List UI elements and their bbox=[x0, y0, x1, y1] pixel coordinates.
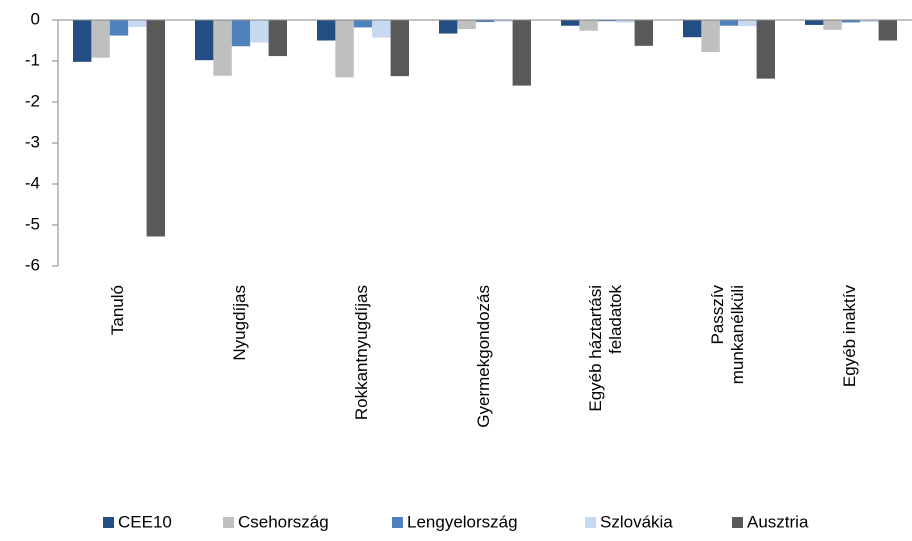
x-tick-label: Nyugdíjas bbox=[230, 285, 249, 361]
bar bbox=[738, 20, 757, 27]
bar bbox=[841, 20, 861, 23]
bar bbox=[512, 20, 531, 86]
bar bbox=[73, 20, 92, 62]
legend-label: Szlovákia bbox=[600, 512, 673, 531]
x-tick-label: Egyéb inaktív bbox=[840, 285, 859, 388]
legend-label: Csehország bbox=[238, 512, 329, 531]
x-tick-label: Passzívmunkanélküli bbox=[708, 285, 747, 385]
bar bbox=[823, 20, 842, 30]
y-tick-label: -5 bbox=[25, 214, 40, 233]
bar bbox=[561, 20, 580, 26]
bar bbox=[457, 20, 476, 30]
bar bbox=[317, 20, 336, 41]
bar bbox=[91, 20, 110, 58]
bar bbox=[719, 20, 739, 26]
bar bbox=[597, 20, 617, 22]
legend-swatch bbox=[585, 517, 596, 528]
y-tick-label: -3 bbox=[25, 132, 40, 151]
bar bbox=[146, 20, 165, 237]
bar bbox=[579, 20, 598, 31]
bar bbox=[475, 20, 495, 23]
bar bbox=[128, 20, 147, 27]
bar bbox=[805, 20, 824, 25]
legend-swatch bbox=[103, 517, 114, 528]
bar bbox=[878, 20, 897, 41]
bar bbox=[701, 20, 720, 52]
legend-label: Ausztria bbox=[747, 512, 809, 531]
legend-swatch bbox=[223, 517, 234, 528]
x-tick-label: Gyermekgondozás bbox=[474, 285, 493, 428]
legend-swatch bbox=[392, 517, 403, 528]
bar bbox=[390, 20, 409, 77]
y-tick-label: 0 bbox=[31, 9, 40, 28]
bar bbox=[231, 20, 251, 47]
bar bbox=[195, 20, 214, 61]
bar bbox=[634, 20, 653, 46]
y-tick-label: -1 bbox=[25, 50, 40, 69]
x-tick-label: Rokkantnyugdíjas bbox=[352, 285, 371, 420]
bar bbox=[268, 20, 287, 57]
bar bbox=[335, 20, 354, 78]
bar bbox=[250, 20, 269, 43]
y-tick-label: -6 bbox=[25, 255, 40, 274]
bar bbox=[353, 20, 373, 28]
y-tick-label: -4 bbox=[25, 173, 40, 192]
x-tick-label: Egyéb háztartásifeladatok bbox=[586, 285, 625, 412]
bar bbox=[683, 20, 702, 38]
legend-label: CEE10 bbox=[118, 512, 172, 531]
legend-swatch bbox=[732, 517, 743, 528]
bar bbox=[439, 20, 458, 34]
bar bbox=[213, 20, 232, 76]
bar bbox=[372, 20, 391, 38]
bar bbox=[756, 20, 775, 79]
bar bbox=[860, 20, 879, 23]
bar bbox=[616, 20, 635, 23]
y-tick-label: -2 bbox=[25, 91, 40, 110]
bar bbox=[109, 20, 129, 36]
x-tick-label: Tanuló bbox=[108, 285, 127, 335]
legend-label: Lengyelország bbox=[407, 512, 518, 531]
bar bbox=[494, 20, 513, 22]
